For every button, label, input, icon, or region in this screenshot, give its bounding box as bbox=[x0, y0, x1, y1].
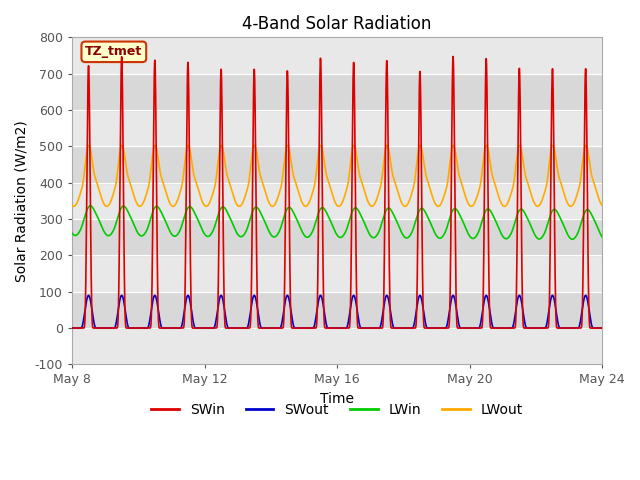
Bar bbox=[72, 110, 602, 146]
Bar bbox=[72, 292, 602, 328]
Legend: SWin, SWout, LWin, LWout: SWin, SWout, LWin, LWout bbox=[145, 398, 529, 423]
Bar bbox=[72, 146, 602, 183]
Bar bbox=[72, 219, 602, 255]
Bar bbox=[72, 73, 602, 110]
Bar bbox=[72, 328, 602, 364]
Bar bbox=[72, 183, 602, 219]
Y-axis label: Solar Radiation (W/m2): Solar Radiation (W/m2) bbox=[15, 120, 29, 282]
Title: 4-Band Solar Radiation: 4-Band Solar Radiation bbox=[243, 15, 432, 33]
Bar bbox=[72, 37, 602, 73]
X-axis label: Time: Time bbox=[320, 392, 354, 406]
Bar bbox=[72, 255, 602, 292]
Text: TZ_tmet: TZ_tmet bbox=[85, 45, 143, 59]
